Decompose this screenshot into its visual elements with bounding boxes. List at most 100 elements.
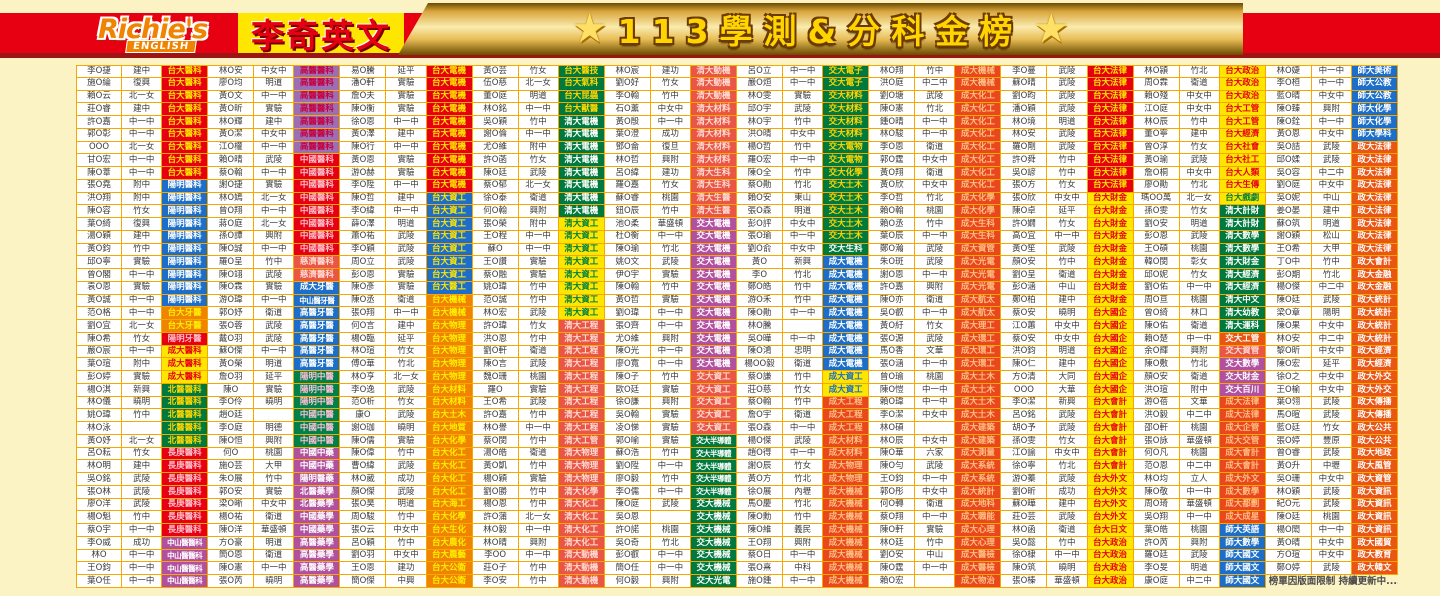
school-cell: 中一中	[915, 269, 956, 282]
student-name-cell: 羅O廷	[1133, 549, 1180, 563]
school-cell: 中二中	[1311, 281, 1352, 295]
school-cell: 明道	[386, 218, 427, 231]
department-cell: 政大資管	[1351, 473, 1398, 486]
department-cell: 台大電機	[426, 116, 473, 129]
school-cell: 東山	[783, 192, 824, 206]
department-cell: 高醫醫科	[294, 128, 341, 142]
department-cell: 成大職能	[955, 511, 1002, 525]
school-cell: 中一中	[915, 383, 956, 397]
student-name-cell: 姚O瑋	[472, 281, 519, 295]
student-name-cell: 劉O軒	[472, 345, 519, 359]
student-name-cell: 徐O謙	[604, 396, 651, 410]
department-cell: 清大經濟	[1219, 269, 1266, 282]
school-cell: 興附	[1179, 536, 1220, 550]
school-cell: 新興	[783, 256, 824, 270]
student-name-cell: 何O言	[340, 320, 387, 333]
department-cell: 清大財金	[1219, 256, 1266, 270]
school-cell: 中一中	[783, 77, 824, 91]
department-cell: 中山醫醫科	[162, 575, 209, 588]
student-name-cell: 黃O方	[737, 473, 784, 486]
table-row: 黃O誠 中一中 陽明醫科 游O瑋 中一中 中山醫牙醫 陳O丞 衛道 台大機械 范O誠 竹中 清大資工黃…	[76, 294, 1398, 308]
school-cell: 武陵	[1047, 511, 1088, 525]
student-name-cell: 趙O得	[737, 447, 784, 461]
student-name-cell: 劉O佑	[1133, 281, 1180, 295]
student-name-cell: 張O堯	[76, 179, 123, 193]
department-cell: 台大會計	[1087, 447, 1134, 461]
department-cell: 政大法律	[1351, 230, 1398, 244]
department-cell: 陽明醫科	[162, 205, 209, 219]
school-cell: 中女中	[915, 409, 956, 423]
student-name-cell: 林O儀	[76, 396, 123, 410]
student-name-cell: 張O瑜	[737, 230, 784, 244]
school-cell: 中一中	[122, 562, 163, 576]
department-cell: 清大工程	[558, 332, 605, 346]
department-cell: 清大資工	[558, 218, 605, 231]
department-cell: 台大會計	[1087, 396, 1134, 410]
department-cell: 高醫牙醫	[294, 358, 341, 372]
school-cell: 實驗	[518, 383, 559, 397]
school-cell: 竹女	[1047, 179, 1088, 193]
school-cell: 北一女	[518, 179, 559, 193]
table-row: OOO 北一女 台大醫科 江O權 中一中 高醫醫科 陳O行 中一中 台大電機 尤O維 附中 清大電機鄧…	[76, 141, 1398, 155]
school-cell: 興附	[650, 154, 691, 168]
school-cell: 中女中	[386, 524, 427, 537]
student-name-cell: 江O諭	[1001, 447, 1048, 461]
school-cell: 實驗	[650, 294, 691, 308]
department-cell: 北醫醫科	[162, 396, 209, 410]
school-cell: 實驗	[386, 103, 427, 117]
school-cell: 中一中	[122, 294, 163, 308]
department-cell: 台大法律	[1087, 90, 1134, 104]
student-name-cell: 劉O安	[1133, 218, 1180, 231]
table-row: 林O明 建中 長庚醫科 施O芸 大甲 中國中藥 曹O緯 武陵 台大化工 黃O凱 竹中 清大物理 劉O陞中…	[76, 460, 1398, 474]
student-name-cell: 林O	[76, 549, 123, 563]
student-name-cell: 吳O容	[1265, 167, 1312, 180]
table-row: 葉O綺 復興 陽明醫科 蔣O庭 北一女 中國醫科 薛O澤 明道 台大資工 張O榮 附中 清大資工 池O柔…	[76, 218, 1398, 231]
student-name-cell: 蔡O安	[1001, 307, 1048, 321]
department-cell: 交大土木	[823, 230, 870, 244]
school-cell: 復興	[122, 77, 163, 91]
department-cell: 交大資工	[690, 371, 737, 384]
school-cell: 林口	[1179, 307, 1220, 321]
student-name-cell: 陳O筑	[1001, 562, 1048, 576]
department-cell: 台大國企	[1087, 371, 1134, 384]
department-cell: 政大國貿	[1351, 536, 1398, 550]
school-cell: 武陵	[254, 320, 295, 333]
department-cell: 政大資訊	[1351, 511, 1398, 525]
school-cell: 中女中	[1047, 447, 1088, 461]
school-cell: 中女中	[1311, 345, 1352, 359]
department-cell: 台大資工	[426, 256, 473, 270]
department-cell: 清大動機	[558, 575, 605, 588]
student-name-cell: 葉O辰	[869, 230, 916, 244]
student-name-cell: 王O鈞	[869, 473, 916, 486]
school-cell: 竹中	[518, 498, 559, 512]
student-name-cell: 林O安	[1265, 332, 1312, 346]
school-cell: 中一中	[783, 575, 824, 588]
department-cell: 台大財金	[1087, 294, 1134, 308]
department-cell: 師大公教	[1351, 77, 1398, 91]
department-cell: 北醫醫科	[162, 434, 209, 448]
student-name-cell: 王O翔	[737, 536, 784, 550]
department-cell: 清大化學	[558, 485, 605, 499]
department-cell: 台大醫科	[162, 141, 209, 155]
student-name-cell: 洪O毅	[1133, 409, 1180, 423]
department-cell: 成大工程	[823, 409, 870, 423]
department-cell: 台大法律	[1087, 179, 1134, 193]
department-cell: 交大機械	[690, 511, 737, 525]
department-cell: 交大半導體	[690, 447, 737, 461]
school-cell: 竹北	[1179, 65, 1220, 78]
student-name-cell: 林O雯	[737, 90, 784, 104]
department-cell: 陽明醫科	[162, 294, 209, 308]
department-cell: 成大機械	[955, 65, 1002, 78]
department-cell: 清大工程	[558, 320, 605, 333]
department-cell: 長庚醫科	[162, 498, 209, 512]
school-cell: 附中	[518, 141, 559, 155]
student-name-cell: 簡O恩	[208, 549, 255, 563]
department-cell: 台大公衛	[426, 562, 473, 576]
student-name-cell: 李O潔	[1001, 396, 1048, 410]
student-name-cell: 張O森	[737, 205, 784, 219]
school-cell: 建功	[386, 562, 427, 576]
department-cell: 清大化工	[558, 524, 605, 537]
department-cell: 台大化學	[426, 511, 473, 525]
department-cell: 清大電機	[558, 192, 605, 206]
school-cell: 竹中	[650, 447, 691, 461]
